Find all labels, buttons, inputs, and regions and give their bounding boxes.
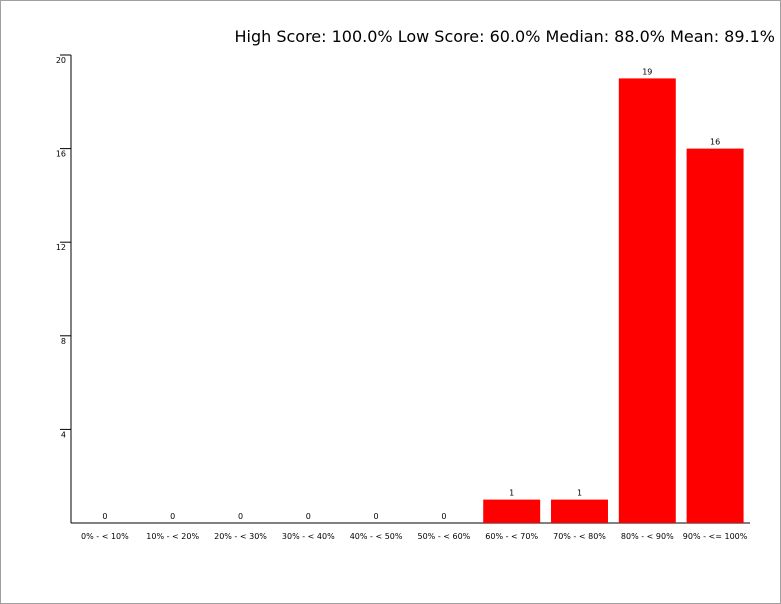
value-label: 1 (509, 489, 514, 498)
value-label: 16 (710, 138, 720, 147)
chart-title: High Score: 100.0% Low Score: 60.0% Medi… (234, 27, 775, 46)
value-label: 1 (577, 489, 582, 498)
x-tick-label: 90% - <= 100% (683, 532, 748, 541)
x-tick-label: 20% - < 30% (214, 532, 267, 541)
y-tick-label: 4 (61, 430, 66, 439)
bar (551, 499, 608, 523)
value-label: 0 (238, 512, 243, 521)
x-tick-label: 30% - < 40% (282, 532, 335, 541)
x-tick-label: 40% - < 50% (350, 532, 403, 541)
bar (618, 78, 676, 524)
bar (686, 148, 744, 523)
value-label: 0 (306, 512, 311, 521)
bar (483, 499, 541, 523)
value-label: 0 (102, 512, 107, 521)
x-tick-label: 70% - < 80% (553, 532, 606, 541)
y-tick-label: 12 (56, 243, 66, 252)
x-tick-label: 80% - < 90% (621, 532, 674, 541)
y-tick-label: 16 (56, 150, 66, 159)
x-tick-label: 60% - < 70% (485, 532, 538, 541)
x-tick-label: 10% - < 20% (146, 532, 199, 541)
y-tick-label: 8 (61, 337, 66, 346)
value-label: 0 (170, 512, 175, 521)
x-tick-label: 0% - < 10% (81, 532, 129, 541)
y-tick-label: 20 (56, 56, 66, 65)
value-label: 19 (642, 67, 652, 76)
value-label: 0 (441, 512, 446, 521)
x-tick-label: 50% - < 60% (418, 532, 471, 541)
value-label: 0 (374, 512, 379, 521)
